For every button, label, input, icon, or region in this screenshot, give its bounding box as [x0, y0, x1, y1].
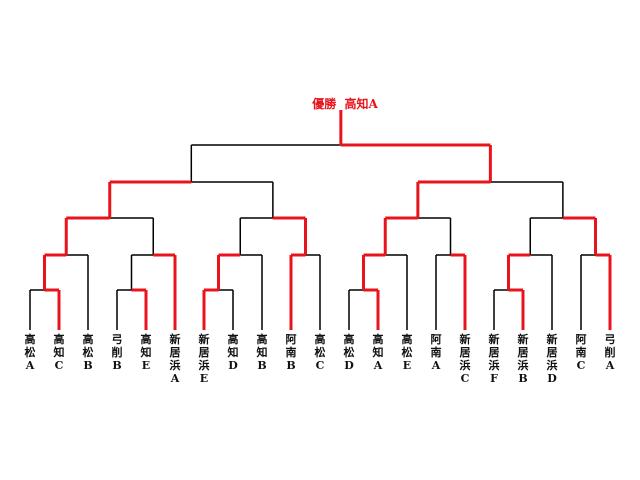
champion-title: 優勝 [312, 97, 337, 111]
champion-label: 優勝 高知A [0, 95, 640, 112]
champion-team: 高知A [344, 97, 378, 111]
